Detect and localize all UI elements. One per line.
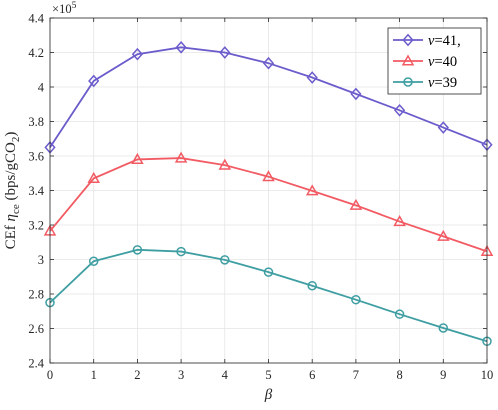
data-point-triangle [393,215,406,227]
x-tick-label: 7 [353,368,359,382]
data-point-triangle [349,198,363,210]
y-tick-label: 4.4 [28,12,44,26]
data-point-triangle [437,229,450,241]
series-layer [43,40,494,347]
data-point-circle [88,256,99,266]
data-point-triangle [262,170,275,182]
y-tick-label: 2.4 [28,357,44,371]
data-point-circle [438,323,449,333]
series-line-circle [49,248,488,343]
y-tick-label: 3 [38,253,44,267]
x-tick-label: 9 [440,368,446,382]
y-label-eta: η [3,214,19,221]
x-axis-label: β [264,387,273,403]
series-triangle [43,151,494,256]
y-tick-label: 3.8 [28,115,44,129]
data-point-circle [176,246,186,257]
x-tick-label: 0 [47,368,53,382]
x-tick-label: 6 [309,368,315,382]
y-exponent-power: 5 [72,1,77,11]
y-tick-label: 3.4 [28,184,44,198]
legend-marker-triangle [401,54,415,66]
data-point-circle [351,294,361,305]
series-diamond [44,40,493,154]
y-tick-label: 4.2 [28,46,44,60]
data-point-diamond [393,103,406,117]
legend: ν=41, ν=40 ν=39 [387,27,482,95]
data-point-diamond [131,47,144,61]
y-label-unit-open: (bps/gCO [3,142,19,204]
data-point-circle [132,245,143,255]
data-point-triangle [305,184,319,196]
x-tick-label: 1 [91,368,97,382]
data-point-circle [394,309,405,319]
y-exponent-label: ×105 [52,1,77,16]
tick-labels: 0 1 2 3 4 5 6 7 8 9 10 2.4 2.6 2.8 3 3.2 3.4 3.6 3.8 4 4.2 4.… [28,12,493,383]
y-label-unit-close: ) [3,132,19,137]
y-tick-label: 2.6 [28,322,44,336]
data-point-triangle [218,158,232,170]
data-point-circle [220,255,230,265]
x-tick-label: 8 [396,368,402,382]
y-label-prefix: CEf [3,221,19,249]
x-tick-label: 10 [481,368,494,382]
legend-item-triangle: ν=40 [393,54,457,70]
data-point-diamond [306,71,318,84]
legend-marker-diamond [402,33,414,47]
data-point-triangle [87,171,100,183]
data-point-diamond [219,46,231,59]
x-tick-label: 3 [178,368,184,382]
axes [49,17,488,364]
y-tick-label: 3.2 [28,219,44,233]
series-line-triangle [49,157,488,253]
y-label-eta-sub: ce [10,204,22,214]
data-point-diamond [175,40,187,54]
x-tick-label: 4 [222,368,229,382]
y-label-unit-sub: 2 [10,137,22,143]
legend-item-diamond: ν=41, [393,33,461,49]
data-point-diamond [437,121,449,134]
data-point-diamond [262,56,275,70]
legend-label: ν=41, [428,33,461,49]
legend-item-circle: ν=39 [393,75,457,91]
data-point-triangle [174,151,188,163]
y-tick-label: 2.8 [28,288,44,302]
y-tick-label: 3.6 [28,150,44,164]
data-point-circle [263,267,274,277]
legend-label: ν=40 [428,54,457,70]
x-tick-label: 5 [265,368,271,382]
y-tick-label: 4 [38,81,45,95]
legend-marker-circle [403,77,413,87]
data-point-diamond [88,74,100,88]
x-tick-label: 2 [134,368,140,382]
data-point-circle [307,280,317,291]
legend-label: ν=39 [428,75,457,91]
data-point-triangle [131,152,144,164]
series-line-diamond [49,46,488,148]
y-axis-label: CEf ηce (bps/gCO2) [3,132,22,250]
data-point-diamond [350,87,362,101]
